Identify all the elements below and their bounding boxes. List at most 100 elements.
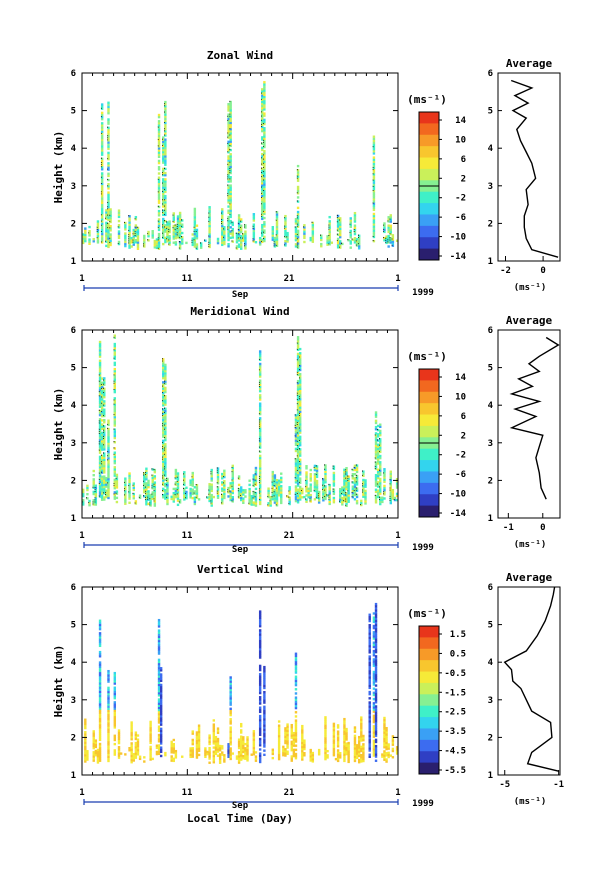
heatmap-cell [368,743,371,746]
heatmap-cell [124,240,127,244]
heatmap-cell [164,484,167,488]
heatmap-cell [298,498,302,501]
heatmap-cell [328,496,331,499]
heatmap-cell [162,144,165,148]
heatmap-cell [124,244,127,248]
contour-dot [341,492,342,494]
heatmap-cell [374,413,378,416]
heatmap-cell [159,738,163,741]
heatmap-cell [347,494,350,497]
heatmap-cell [153,491,157,495]
heatmap-cell [166,486,169,489]
heatmap-cell [258,406,262,410]
heatmap-cell [84,722,87,726]
heatmap-cell [332,731,336,734]
heatmap-cell [191,241,194,245]
heatmap-cell [301,752,304,755]
contour-dot [231,470,233,473]
heatmap-cell [376,456,380,459]
heatmap-cell [351,481,355,484]
heatmap-cell [258,691,262,695]
heatmap-cell [296,501,300,504]
heatmap-cell [258,714,262,718]
heatmap-cell [261,129,264,133]
heatmap-cell [157,666,161,670]
heatmap-cell [185,492,188,496]
heatmap-cell [162,142,165,146]
heatmap-cell [229,219,232,223]
heatmap-cell [374,726,378,729]
heatmap-cell [128,493,131,496]
heatmap-cell [387,226,390,229]
heatmap-cell [113,430,117,433]
heatmap-cell [159,694,163,697]
heatmap-cell [88,501,91,505]
heatmap-cell [113,486,117,490]
heatmap-cell [296,344,300,347]
heatmap-cell [277,755,281,759]
heatmap-cell [263,749,266,752]
heatmap-cell [185,241,188,245]
heatmap-cell [261,111,264,114]
heatmap-cell [221,239,224,242]
heatmap-cell [96,232,100,236]
contour-dot [107,450,109,453]
heatmap-cell [134,741,138,745]
heatmap-cell [242,742,245,745]
heatmap-cell [130,756,133,760]
contour-dot [258,358,260,360]
contour-dot [328,243,330,245]
heatmap-cell [294,715,298,718]
contour-dot [263,189,264,191]
heatmap-cell [174,470,178,474]
heatmap-cell [166,231,169,235]
heatmap-cell [164,102,167,106]
contour-dot [143,243,144,245]
heatmap-cell [204,755,207,759]
heatmap-cell [250,499,253,502]
heatmap-cell [284,729,287,732]
contour-dot [351,238,353,240]
heatmap-cell [372,162,376,166]
heatmap-cell [336,223,340,226]
heatmap-cell [376,451,380,455]
heatmap-cell [258,456,262,460]
heatmap-cell [195,232,199,236]
contour-dot [164,453,165,455]
heatmap-cell [162,420,165,424]
heatmap-cell [372,704,376,707]
heatmap-cell [92,759,95,762]
heatmap-cell [347,760,350,764]
contour-dot [296,371,298,373]
contour-dot [296,238,298,240]
contour-dot [124,494,125,496]
heatmap-cell [155,242,159,245]
heatmap-cell [343,497,346,501]
heatmap-cell [374,709,378,712]
contour-dot [258,446,260,448]
heatmap-cell [107,728,110,731]
heatmap-cell [324,491,327,494]
heatmap-cell [362,491,365,494]
heatmap-cell [258,496,262,499]
heatmap-cell [263,166,266,170]
heatmap-cell [294,663,298,666]
heatmap-cell [261,146,264,150]
heatmap-cell [164,205,167,208]
heatmap-cell [157,218,161,221]
heatmap-cell [157,700,161,703]
contour-dot [208,241,210,243]
heatmap-cell [227,488,230,492]
heatmap-cell [376,443,380,446]
heatmap-cell [353,726,357,729]
contour-dot [162,399,163,402]
heatmap-cell [261,196,264,200]
heatmap-cell [130,735,133,739]
contour-dot [98,441,100,443]
heatmap-cell [351,472,355,476]
heatmap-cell [162,242,165,246]
heatmap-cell [362,489,365,492]
heatmap-cell [229,215,232,219]
heatmap-cell [134,215,138,219]
heatmap-cell [372,658,376,661]
